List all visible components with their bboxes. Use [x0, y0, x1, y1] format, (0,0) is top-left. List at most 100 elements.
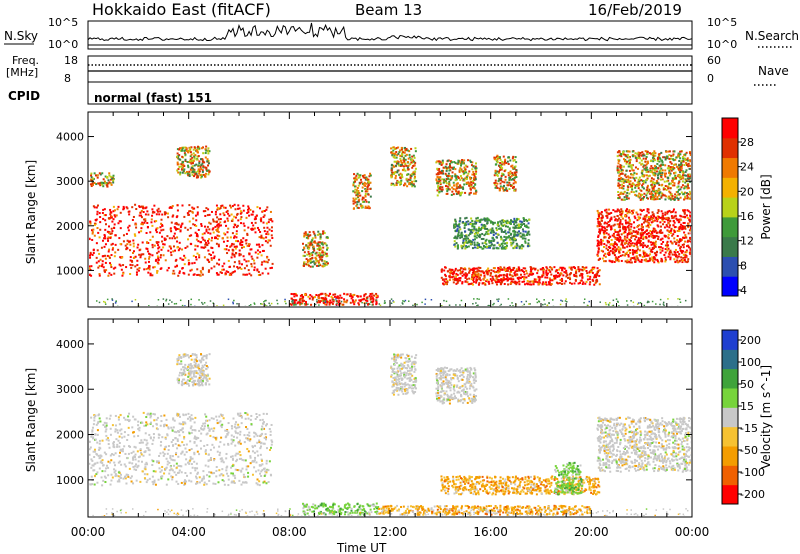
- range-cell: [299, 303, 302, 306]
- range-cell: [207, 208, 210, 211]
- range-cell: [570, 267, 573, 270]
- range-cell: [129, 243, 132, 246]
- range-cell: [392, 155, 395, 158]
- range-cell: [653, 190, 656, 193]
- range-cell: [170, 221, 173, 224]
- range-cell: [655, 180, 658, 183]
- range-cell: [467, 220, 470, 223]
- range-cell: [239, 253, 242, 256]
- range-cell: [140, 216, 143, 219]
- range-cell: [685, 249, 688, 252]
- range-cell: [465, 235, 468, 238]
- range-cell: [176, 227, 179, 230]
- range-cell: [438, 176, 441, 179]
- range-cell: [200, 168, 203, 171]
- range-cell: [241, 243, 244, 246]
- range-cell: [654, 165, 657, 168]
- range-cell: [689, 237, 691, 240]
- range-cell: [688, 218, 691, 221]
- range-cell: [247, 211, 250, 214]
- range-cell: [498, 227, 501, 230]
- range-cell: [643, 253, 646, 256]
- range-cell: [605, 232, 608, 235]
- range-cell: [461, 170, 464, 173]
- range-cell: [405, 177, 408, 180]
- range-cell: [460, 162, 463, 165]
- range-cell: [639, 242, 642, 245]
- range-cell: [408, 183, 411, 186]
- range-cell: [472, 180, 475, 183]
- range-cell: [507, 184, 510, 187]
- range-cell: [478, 245, 481, 248]
- range-cell: [392, 152, 395, 155]
- range-cell: [611, 234, 614, 237]
- range-cell: [345, 301, 348, 304]
- range-cell: [522, 245, 525, 248]
- range-cell: [652, 256, 655, 259]
- range-cell: [121, 274, 124, 277]
- range-cell: [188, 210, 191, 213]
- range-cell: [523, 276, 526, 279]
- range-cell: [108, 231, 111, 234]
- range-cell: [684, 181, 687, 184]
- range-cell: [99, 258, 102, 261]
- range-cell: [657, 173, 660, 176]
- range-cell: [673, 198, 676, 201]
- range-cell: [546, 276, 549, 279]
- range-cell: [472, 192, 475, 195]
- range-cell: [111, 220, 114, 223]
- range-cell: [109, 232, 112, 235]
- range-cell: [623, 196, 626, 199]
- range-cell: [606, 239, 609, 242]
- range-cell: [195, 219, 198, 222]
- range-cell: [518, 267, 521, 270]
- range-cell: [631, 212, 634, 215]
- range-cell: [160, 267, 163, 270]
- range-cell: [138, 214, 141, 217]
- range-cell: [314, 262, 317, 265]
- range-cell: [187, 213, 190, 216]
- range-cell: [510, 165, 513, 168]
- range-cell: [515, 171, 518, 174]
- range-cell: [260, 234, 263, 237]
- range-cell: [486, 219, 489, 222]
- range-cell: [494, 172, 497, 175]
- range-cell: [672, 216, 675, 219]
- range-cell: [118, 263, 121, 266]
- range-cell: [469, 282, 472, 285]
- range-cell: [604, 255, 607, 258]
- range-cell: [616, 257, 619, 260]
- range-cell: [668, 195, 671, 198]
- range-cell: [436, 181, 439, 184]
- range-cell: [518, 247, 521, 250]
- range-cell: [151, 224, 154, 227]
- range-cell: [620, 215, 623, 218]
- range-cell: [463, 224, 466, 227]
- range-cell: [175, 216, 178, 219]
- range-cell: [191, 262, 194, 265]
- range-cell: [216, 262, 219, 265]
- range-cell: [638, 192, 641, 195]
- range-cell: [467, 245, 470, 248]
- range-cell: [332, 293, 335, 296]
- range-cell: [465, 234, 468, 237]
- range-cell: [443, 269, 446, 272]
- range-cell: [181, 167, 184, 170]
- range-cell: [404, 149, 407, 152]
- range-cell: [119, 211, 122, 214]
- range-cell: [322, 246, 325, 249]
- range-cell: [319, 236, 322, 239]
- range-cell: [673, 182, 676, 185]
- range-cell: [158, 231, 161, 234]
- range-cell: [299, 297, 302, 300]
- range-cell: [166, 212, 169, 215]
- range-cell: [626, 160, 629, 163]
- range-cell: [189, 210, 192, 213]
- range-cell: [112, 218, 115, 221]
- range-cell: [114, 234, 117, 237]
- range-cell: [313, 240, 316, 243]
- range-cell: [503, 266, 506, 269]
- range-cell: [616, 234, 619, 237]
- range-cell: [472, 238, 475, 241]
- range-cell: [578, 268, 581, 271]
